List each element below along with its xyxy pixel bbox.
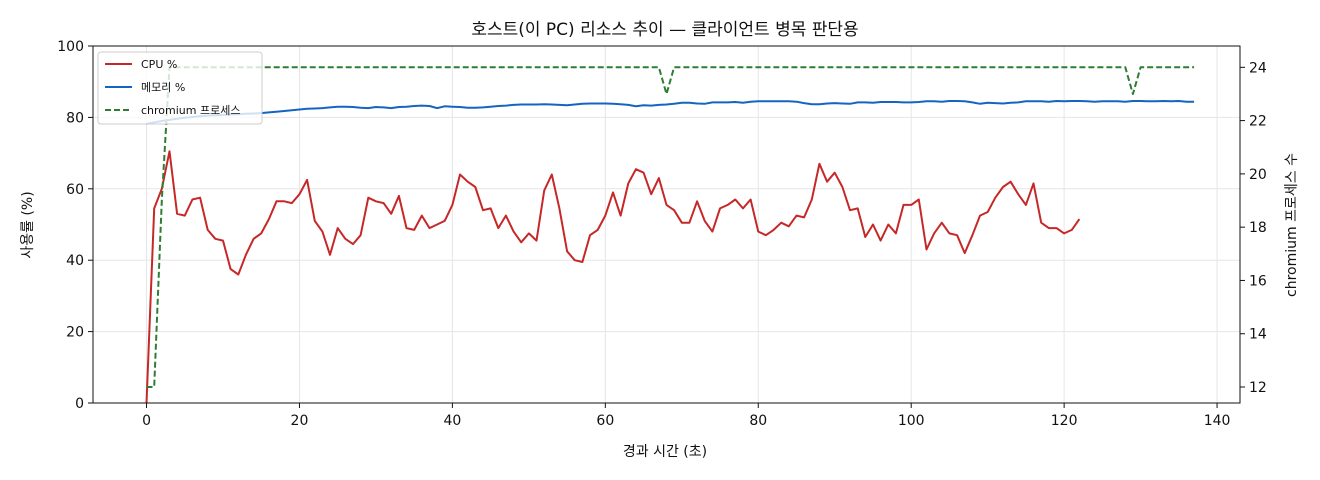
x-tick-label-100: 100 — [898, 413, 925, 429]
series-line-chromium — [146, 66, 1195, 388]
y-tick-label-100: 100 — [57, 39, 84, 55]
y-axis-ticks: 0 20 40 60 80 100 — [57, 39, 93, 412]
legend-label-cpu: CPU % — [141, 58, 177, 71]
y-tick-label-40: 40 — [66, 253, 84, 269]
x-tick-label-80: 80 — [749, 413, 767, 429]
y2-axis-label: chromium 프로세스 수 — [1284, 153, 1300, 297]
legend-label-chromium: chromium 프로세스 — [141, 104, 240, 117]
y2-tick-label-16: 16 — [1249, 273, 1267, 289]
legend: CPU % 메모리 % chromium 프로세스 — [97, 51, 263, 125]
y-tick-label-0: 0 — [75, 396, 84, 412]
y-tick-label-80: 80 — [66, 110, 84, 126]
y2-tick-label-14: 14 — [1249, 327, 1267, 343]
series-layer — [145, 66, 1195, 404]
legend-label-memory: 메모리 % — [141, 81, 185, 94]
y2-tick-label-22: 22 — [1249, 114, 1267, 130]
y-tick-label-20: 20 — [66, 325, 84, 341]
x-tick-label-0: 0 — [142, 413, 151, 429]
y-axis-label: 사용률 (%) — [20, 191, 36, 258]
series-line-memory — [146, 100, 1195, 125]
chart-title: 호스트(이 PC) 리소스 추이 — 클라이언트 병목 판단용 — [471, 20, 858, 40]
legend-box — [97, 51, 263, 125]
x-tick-label-120: 120 — [1051, 413, 1078, 429]
x-tick-label-140: 140 — [1204, 413, 1231, 429]
x-tick-label-20: 20 — [291, 413, 309, 429]
plot-frame — [92, 45, 1241, 404]
y2-tick-label-20: 20 — [1249, 167, 1267, 183]
x-tick-label-40: 40 — [443, 413, 461, 429]
y2-tick-label-24: 24 — [1249, 60, 1267, 76]
y2-tick-label-12: 12 — [1249, 380, 1267, 396]
x-axis-label: 경과 시간 (초) — [623, 444, 707, 460]
series-line-cpu — [145, 150, 1081, 404]
y2-axis-ticks: 12 14 16 18 20 22 24 — [1240, 60, 1267, 396]
x-tick-label-60: 60 — [596, 413, 614, 429]
y2-tick-label-18: 18 — [1249, 220, 1267, 236]
x-axis-ticks: 0 20 40 60 80 100 120 140 — [142, 403, 1230, 429]
y-tick-label-60: 60 — [66, 182, 84, 198]
